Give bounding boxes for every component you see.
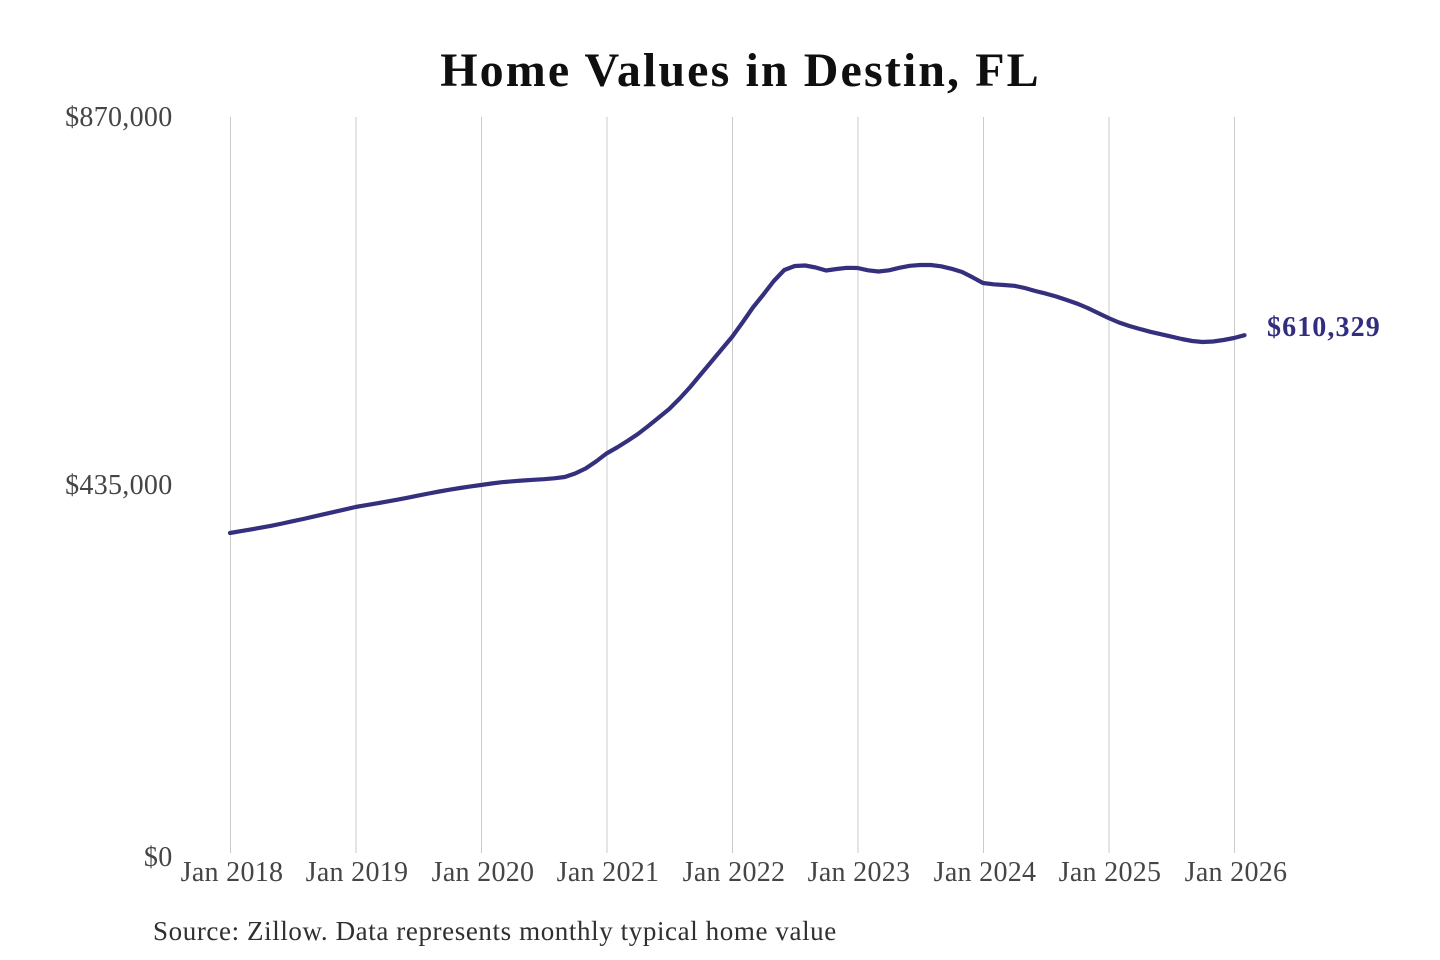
svg-text:Jan 2025: Jan 2025 — [1059, 857, 1162, 888]
svg-text:Jan 2019: Jan 2019 — [306, 857, 409, 888]
svg-text:$610,329: $610,329 — [1267, 312, 1381, 343]
svg-text:Jan 2021: Jan 2021 — [557, 857, 660, 888]
svg-text:Jan 2023: Jan 2023 — [808, 857, 911, 888]
svg-text:$435,000: $435,000 — [65, 470, 172, 501]
svg-text:Home Values in Destin, FL: Home Values in Destin, FL — [440, 44, 1041, 97]
svg-text:Jan 2018: Jan 2018 — [181, 857, 284, 888]
svg-text:$870,000: $870,000 — [65, 102, 172, 133]
svg-text:Jan 2022: Jan 2022 — [683, 857, 786, 888]
svg-text:$0: $0 — [144, 842, 173, 873]
svg-text:Jan 2026: Jan 2026 — [1185, 857, 1288, 888]
svg-text:Jan 2024: Jan 2024 — [934, 857, 1037, 888]
svg-text:Source: Zillow. Data represent: Source: Zillow. Data represents monthly … — [153, 916, 837, 946]
svg-text:Jan 2020: Jan 2020 — [432, 857, 535, 888]
